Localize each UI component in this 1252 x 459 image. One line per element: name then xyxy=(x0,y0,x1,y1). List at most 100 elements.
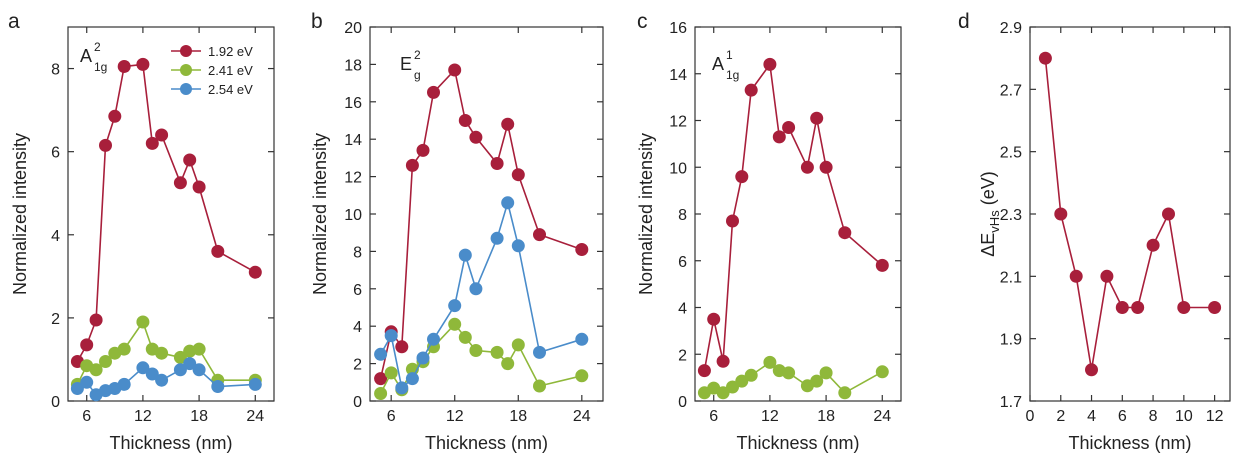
data-point xyxy=(810,374,824,388)
y-tick-label: 8 xyxy=(353,244,362,261)
data-point xyxy=(469,282,483,296)
x-tick-label: 0 xyxy=(1026,408,1035,425)
y-tick-label: 2.9 xyxy=(1000,20,1022,37)
y-axis-label: Normalized intensity xyxy=(636,133,656,295)
x-tick-label: 8 xyxy=(1149,408,1158,425)
data-point xyxy=(374,347,388,361)
panel-d: d 0 2 4 6 8 10 12 1.7 1.9 2.1 2.3 2.5 2.7 2.9 Thickness… xyxy=(958,10,1231,453)
x-tick-label: 12 xyxy=(761,408,779,425)
data-point xyxy=(136,315,150,329)
x-tick-label: 18 xyxy=(817,408,835,425)
data-point xyxy=(533,228,546,242)
data-point xyxy=(800,160,814,174)
data-point xyxy=(374,387,388,400)
series-0 xyxy=(374,63,589,386)
y-tick-label: 2.1 xyxy=(1000,269,1022,286)
data-point xyxy=(511,338,525,352)
panel-letter: a xyxy=(8,10,20,33)
y-tick-label: 6 xyxy=(353,282,362,299)
mode-subscript: 1g xyxy=(726,68,739,82)
y-axis-label: ΔEvHs (eV) xyxy=(978,171,1002,256)
data-point xyxy=(211,244,225,258)
data-point xyxy=(575,332,589,346)
data-point xyxy=(99,138,112,152)
y-axis-label: Normalized intensity xyxy=(10,133,30,295)
x-tick-label: 18 xyxy=(190,408,208,425)
series-2 xyxy=(70,357,262,402)
data-point xyxy=(716,354,730,368)
data-point xyxy=(1054,207,1068,221)
y-tick-label: 14 xyxy=(669,67,687,84)
x-tick-label: 2 xyxy=(1056,408,1065,425)
data-point xyxy=(136,57,150,71)
x-tick-label: 24 xyxy=(246,408,264,425)
data-point xyxy=(192,363,206,377)
series-0 xyxy=(1038,51,1222,377)
data-point xyxy=(136,361,150,375)
data-point xyxy=(697,364,711,378)
data-point xyxy=(1162,207,1175,221)
data-point xyxy=(875,258,889,272)
data-point xyxy=(469,344,483,357)
data-point xyxy=(211,380,225,393)
data-point xyxy=(735,170,749,184)
data-point xyxy=(716,386,730,400)
y-tick-label: 1.9 xyxy=(1000,332,1022,349)
data-point xyxy=(735,374,749,388)
data-point xyxy=(117,342,131,356)
data-point xyxy=(1115,301,1129,314)
legend-marker xyxy=(180,64,192,76)
data-point xyxy=(192,342,206,356)
y-tick-label: 8 xyxy=(51,62,60,79)
data-point xyxy=(155,346,169,360)
x-axis-label: Thickness (nm) xyxy=(425,433,548,453)
data-point xyxy=(501,196,515,210)
y-tick-label: 2.7 xyxy=(1000,82,1022,99)
x-axis-label: Thickness (nm) xyxy=(736,433,859,453)
data-point xyxy=(80,375,94,389)
series-1 xyxy=(697,355,889,400)
data-point xyxy=(395,340,409,354)
data-point xyxy=(575,369,589,383)
data-point xyxy=(744,83,758,97)
data-point xyxy=(384,366,398,380)
data-point xyxy=(490,345,504,359)
data-point xyxy=(458,248,472,262)
data-point xyxy=(458,330,472,344)
y-tick-label: 1.7 xyxy=(1000,394,1022,411)
y-tick-label: 14 xyxy=(344,132,362,149)
x-tick-label: 24 xyxy=(873,408,891,425)
legend-label: 1.92 eV xyxy=(208,44,253,59)
data-point xyxy=(1177,301,1191,314)
x-tick-label: 24 xyxy=(573,408,591,425)
x-tick-label: 6 xyxy=(82,408,91,425)
data-point xyxy=(248,265,262,279)
data-point xyxy=(838,226,852,240)
x-tick-label: 10 xyxy=(1175,408,1193,425)
y-tick-label: 0 xyxy=(678,394,687,411)
data-point xyxy=(405,372,419,386)
data-point xyxy=(173,350,187,364)
data-point xyxy=(533,345,546,359)
y-axis-label: Normalized intensity xyxy=(310,133,330,295)
x-tick-label: 6 xyxy=(1118,408,1127,425)
data-point xyxy=(763,57,777,71)
legend: 1.92 eV 2.41 eV 2.54 eV xyxy=(171,44,253,97)
data-point xyxy=(248,377,262,391)
mode-subscript: g xyxy=(414,68,421,82)
y-tick-label: 2.5 xyxy=(1000,145,1022,162)
x-tick-label: 6 xyxy=(709,408,718,425)
data-point xyxy=(384,329,398,343)
y-tick-label: 4 xyxy=(51,228,60,245)
data-point xyxy=(763,355,777,369)
y-tick-label: 8 xyxy=(678,207,687,224)
series-line xyxy=(703,62,883,371)
y-tick-label: 16 xyxy=(669,20,687,37)
data-point xyxy=(458,114,472,127)
y-tick-label: 0 xyxy=(51,394,60,411)
mode-superscript: 2 xyxy=(94,40,101,54)
mode-symbol: E xyxy=(400,54,412,74)
data-point xyxy=(875,365,889,379)
data-point xyxy=(70,382,84,395)
